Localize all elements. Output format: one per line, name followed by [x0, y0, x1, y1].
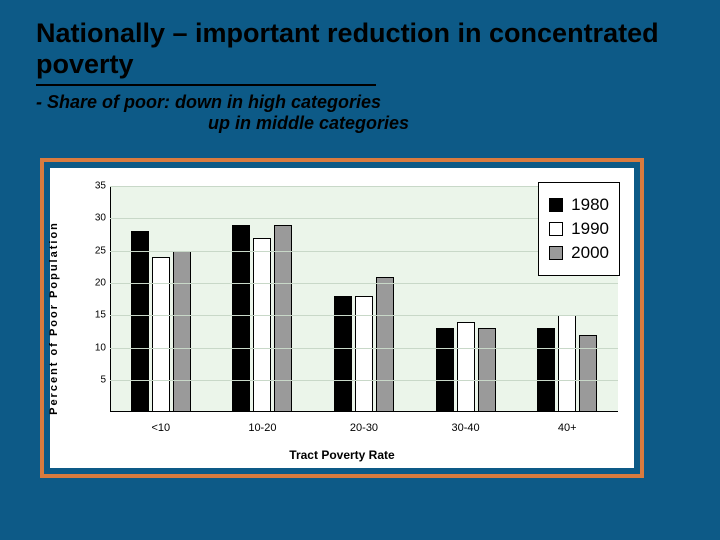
y-tick-label: 35	[82, 181, 106, 192]
slide-title: Nationally – important reduction in conc…	[36, 18, 684, 80]
slide: Nationally – important reduction in conc…	[0, 0, 720, 540]
title-underline	[36, 84, 376, 86]
x-tick-label: 20-30	[350, 422, 378, 434]
bar	[232, 225, 250, 412]
bar	[436, 328, 454, 412]
x-tick-label: 30-40	[452, 422, 480, 434]
y-tick-label: 25	[82, 245, 106, 256]
subtitle-line-1: - Share of poor: down in high categories	[36, 92, 684, 113]
legend-swatch	[549, 246, 563, 260]
bar	[152, 257, 170, 412]
bar	[376, 277, 394, 413]
bar	[558, 315, 576, 412]
bar	[131, 231, 149, 412]
legend-item: 1990	[549, 219, 609, 239]
bar-group: 10-20	[232, 186, 292, 412]
legend: 1980 1990 2000	[538, 182, 620, 276]
legend-swatch	[549, 198, 563, 212]
y-tick-label: 15	[82, 310, 106, 321]
x-tick-label: <10	[151, 422, 170, 434]
gridline	[110, 348, 618, 349]
y-axis-label: Percent of Poor Population	[48, 221, 60, 415]
y-tick-label: 5	[82, 374, 106, 385]
y-tick-label: 30	[82, 213, 106, 224]
slide-subtitle: - Share of poor: down in high categories…	[36, 92, 684, 134]
bar	[537, 328, 555, 412]
legend-item: 2000	[549, 243, 609, 263]
bar	[253, 238, 271, 412]
x-axis-label: Tract Poverty Rate	[50, 448, 634, 462]
bar-group: <10	[131, 186, 191, 412]
gridline	[110, 315, 618, 316]
bar-group: 20-30	[334, 186, 394, 412]
chart-frame: Percent of Poor Population <10 10-20 20-30…	[40, 158, 644, 478]
bar	[173, 251, 191, 412]
subtitle-line-2: up in middle categories	[208, 113, 684, 134]
bar	[478, 328, 496, 412]
chart-area: Percent of Poor Population <10 10-20 20-30…	[50, 168, 634, 468]
legend-item: 1980	[549, 195, 609, 215]
bar	[334, 296, 352, 412]
bar	[274, 225, 292, 412]
y-tick-label: 10	[82, 342, 106, 353]
y-tick-label: 20	[82, 277, 106, 288]
legend-label: 1990	[571, 219, 609, 239]
bar	[355, 296, 373, 412]
x-tick-label: 10-20	[248, 422, 276, 434]
legend-swatch	[549, 222, 563, 236]
gridline	[110, 283, 618, 284]
bar	[457, 322, 475, 412]
gridline	[110, 380, 618, 381]
bar	[579, 335, 597, 412]
bar-group: 30-40	[436, 186, 496, 412]
legend-label: 1980	[571, 195, 609, 215]
x-tick-label: 40+	[558, 422, 577, 434]
legend-label: 2000	[571, 243, 609, 263]
